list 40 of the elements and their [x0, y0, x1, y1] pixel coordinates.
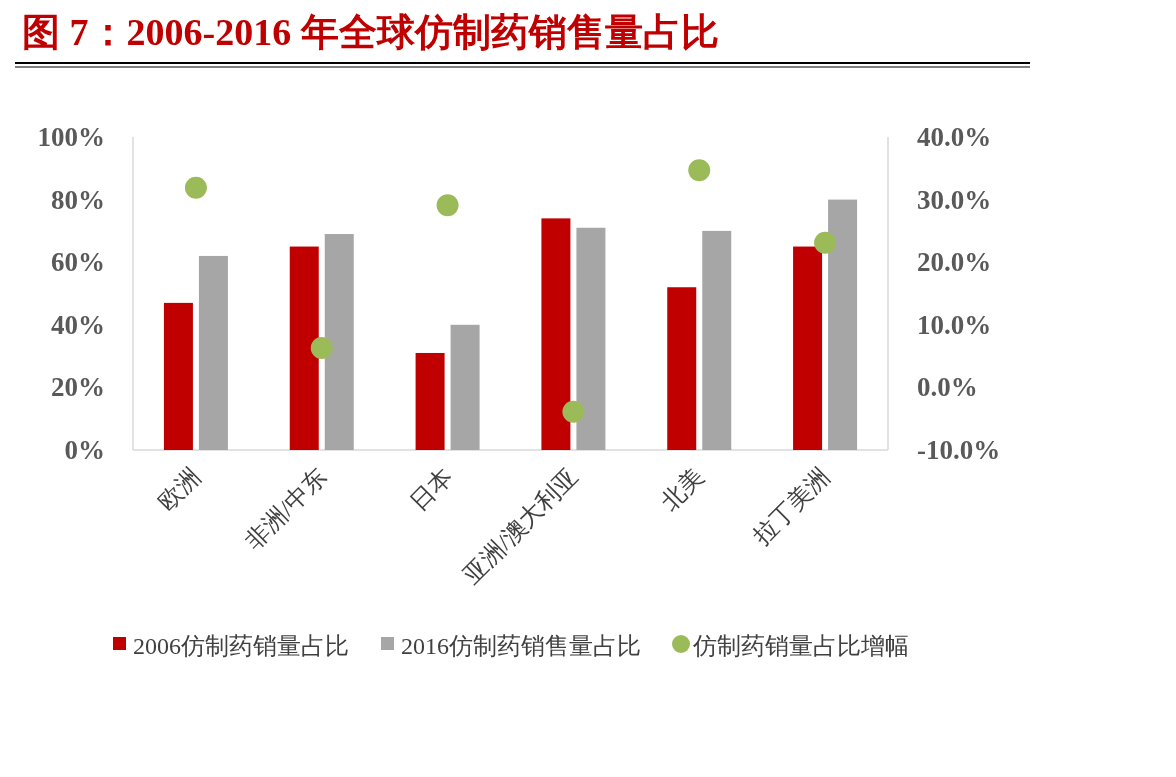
bar — [324, 234, 354, 450]
y2-tick-label: 30.0% — [917, 184, 992, 215]
chart-title: 图 7：2006-2016 年全球仿制药销售量占比 — [22, 11, 719, 53]
bar — [415, 352, 445, 450]
y2-tick-label: 0.0% — [917, 372, 978, 403]
x-tick-label: 北美 — [656, 463, 709, 516]
point — [562, 400, 585, 423]
x-tick-label: 非洲/中东 — [240, 463, 332, 555]
x-tick-label: 拉丁美洲 — [748, 463, 835, 550]
y2-tick-label: -10.0% — [917, 435, 1001, 465]
y2-tick-label: 40.0% — [917, 122, 992, 152]
bar — [702, 230, 732, 450]
bar — [163, 302, 193, 450]
legend-label: 2006仿制药销量占比 — [133, 633, 349, 659]
y-tick-label: 20% — [51, 372, 105, 403]
y2-tick-label: 10.0% — [917, 309, 992, 340]
legend-label: 2016仿制药销售量占比 — [401, 633, 641, 659]
point — [310, 336, 333, 359]
bar — [289, 246, 319, 450]
point — [688, 159, 711, 182]
y-tick-label: 40% — [51, 309, 105, 340]
bar — [828, 199, 858, 450]
bar — [793, 246, 823, 450]
x-tick-label: 欧洲 — [153, 463, 206, 516]
bar — [450, 324, 480, 450]
point — [814, 231, 837, 254]
x-tick-label: 日本 — [404, 463, 458, 516]
y-tick-label: 60% — [51, 247, 105, 278]
y-tick-label: 0% — [64, 435, 105, 465]
legend-label: 仿制药销量占比增幅 — [692, 633, 909, 659]
x-tick-label: 亚洲/澳大利亚 — [458, 463, 583, 589]
y-tick-label: 100% — [37, 122, 105, 152]
y-tick-label: 80% — [51, 184, 105, 215]
bar — [667, 287, 697, 450]
bar — [541, 218, 571, 450]
bar — [198, 255, 228, 450]
y2-tick-label: 20.0% — [917, 247, 992, 278]
point — [436, 194, 459, 217]
bar — [576, 227, 606, 450]
point — [184, 176, 207, 199]
